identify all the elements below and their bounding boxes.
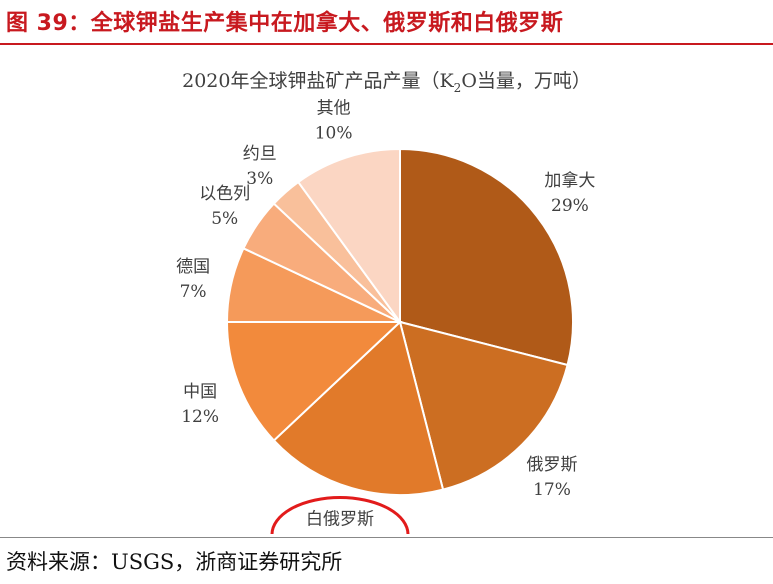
pie-labels: 加拿大29%俄罗斯17%白俄罗斯17%中国12%德国7%以色列5%约旦3%其他1…: [176, 99, 595, 534]
pie-chart: 加拿大29%俄罗斯17%白俄罗斯17%中国12%德国7%以色列5%约旦3%其他1…: [176, 99, 595, 534]
pie-slices: [225, 147, 574, 496]
slice-value-8: 10%: [315, 124, 353, 144]
slice-value-4: 12%: [181, 407, 219, 427]
pie-slice-4: [225, 321, 403, 442]
slice-label-5: 德国: [176, 257, 210, 277]
figure-title: 图 39：全球钾盐生产集中在加拿大、俄罗斯和白俄罗斯: [6, 11, 564, 36]
pie-slice-8: [296, 147, 401, 326]
slice-value-1: 29%: [551, 196, 589, 216]
pie-slice-1: [399, 147, 574, 367]
chart-area: 2020年全球钾盐矿产品产量（K2O当量，万吨） 加拿大 29% 俄罗斯 17% 白俄罗…: [0, 50, 773, 534]
slice-label-2: 俄罗斯: [527, 455, 578, 475]
chart-title-subscript: 2: [453, 80, 462, 95]
pie-slice-3: [272, 320, 445, 496]
slice-label-6: 以色列: [199, 184, 250, 204]
slice-value-2: 17%: [533, 480, 571, 500]
highlight-ring: [270, 496, 410, 534]
slice-label-3: 白俄罗斯: [306, 510, 374, 530]
chart-title: 2020年全球钾盐矿产品产量（K2O当量，万吨）: [0, 66, 773, 95]
title-rule: [0, 43, 773, 45]
pie-slice-2: [398, 320, 569, 491]
chart-title-pre: 2020年全球钾盐矿产品产量（K: [182, 70, 454, 92]
slice-label-1: 加拿大: [544, 170, 595, 191]
source-rule: [0, 537, 773, 538]
slice-label-4: 中国: [183, 382, 217, 402]
source-note: 资料来源：USGS，浙商证券研究所: [6, 550, 343, 574]
chart-title-post: O当量，万吨）: [461, 70, 591, 92]
slice-value-7: 3%: [246, 169, 273, 189]
figure-header: 图 39：全球钾盐生产集中在加拿大、俄罗斯和白俄罗斯: [0, 0, 773, 40]
slice-value-5: 7%: [180, 282, 207, 302]
slice-label-8: 其他: [317, 99, 351, 119]
slice-label-7: 约旦: [243, 144, 277, 164]
slice-value-6: 5%: [211, 209, 238, 229]
